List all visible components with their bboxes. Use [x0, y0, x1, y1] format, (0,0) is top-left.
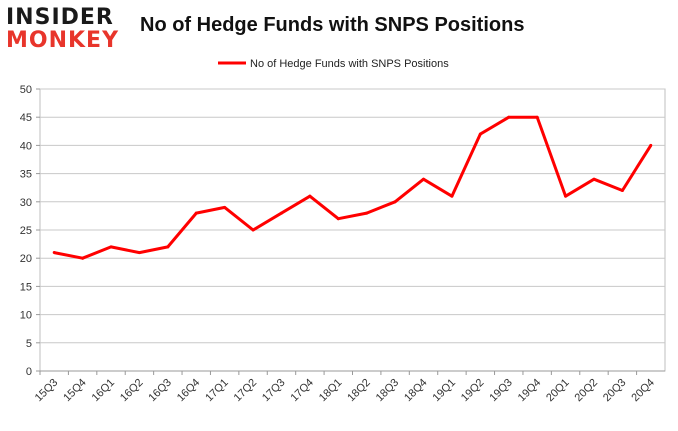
x-tick-label: 18Q2 [345, 377, 373, 405]
x-tick-label: 19Q2 [459, 377, 487, 405]
x-tick-label: 16Q4 [175, 377, 203, 405]
x-tick-label: 20Q4 [629, 377, 657, 405]
data-point [592, 177, 596, 181]
data-point [649, 143, 653, 147]
logo-text-bottom: MONKEY [6, 28, 120, 53]
data-point [166, 245, 170, 249]
series-line [53, 115, 653, 260]
data-point [308, 194, 312, 198]
y-tick-label: 10 [20, 310, 32, 322]
insider-monkey-logo: INSIDER MONKEY [6, 6, 128, 54]
data-point [81, 256, 85, 260]
data-point [251, 228, 255, 232]
x-tick-label: 18Q3 [374, 377, 402, 405]
x-tick-label: 19Q4 [516, 377, 544, 405]
x-tick-label: 18Q1 [317, 377, 345, 405]
data-point [478, 132, 482, 136]
data-point [450, 194, 454, 198]
data-point [564, 194, 568, 198]
logo-text-top: INSIDER [6, 5, 114, 30]
y-tick-label: 20 [20, 253, 32, 265]
x-tick-label: 16Q1 [90, 377, 118, 405]
x-tick-label: 17Q1 [203, 377, 231, 405]
y-tick-label: 15 [20, 281, 32, 293]
y-tick-label: 40 [20, 140, 32, 152]
data-point [535, 115, 539, 119]
x-tick-label: 17Q2 [232, 377, 260, 405]
data-point [336, 217, 340, 221]
x-tick-label: 16Q2 [118, 377, 146, 405]
x-tick-label: 20Q3 [601, 377, 629, 405]
x-tick-label: 19Q1 [431, 377, 459, 405]
x-tick-label: 15Q3 [33, 377, 61, 405]
data-point [137, 251, 141, 255]
y-tick-label: 35 [20, 169, 32, 181]
y-tick-label: 30 [20, 197, 32, 209]
data-point [109, 245, 113, 249]
data-point [365, 211, 369, 215]
y-tick-label: 50 [20, 84, 32, 96]
data-point [279, 211, 283, 215]
y-tick-label: 25 [20, 225, 32, 237]
data-point [52, 251, 56, 255]
x-tick-label: 15Q4 [61, 377, 89, 405]
chart-title: No of Hedge Funds with SNPS Positions [140, 14, 525, 36]
data-point [223, 205, 227, 209]
x-tick-label: 18Q4 [402, 377, 430, 405]
data-point [507, 115, 511, 119]
x-tick-label: 17Q3 [260, 377, 288, 405]
y-tick-label: 5 [26, 338, 32, 350]
x-tick-label: 16Q3 [146, 377, 174, 405]
x-tick-label: 20Q1 [544, 377, 572, 405]
data-point [422, 177, 426, 181]
x-tick-label: 19Q3 [487, 377, 515, 405]
data-point [620, 189, 624, 193]
x-tick-label: 17Q4 [288, 377, 316, 405]
data-point [194, 211, 198, 215]
y-tick-label: 45 [20, 112, 32, 124]
legend-label: No of Hedge Funds with SNPS Positions [250, 58, 449, 70]
x-tick-label: 20Q2 [573, 377, 601, 405]
data-point [393, 200, 397, 204]
y-tick-label: 0 [26, 366, 32, 378]
